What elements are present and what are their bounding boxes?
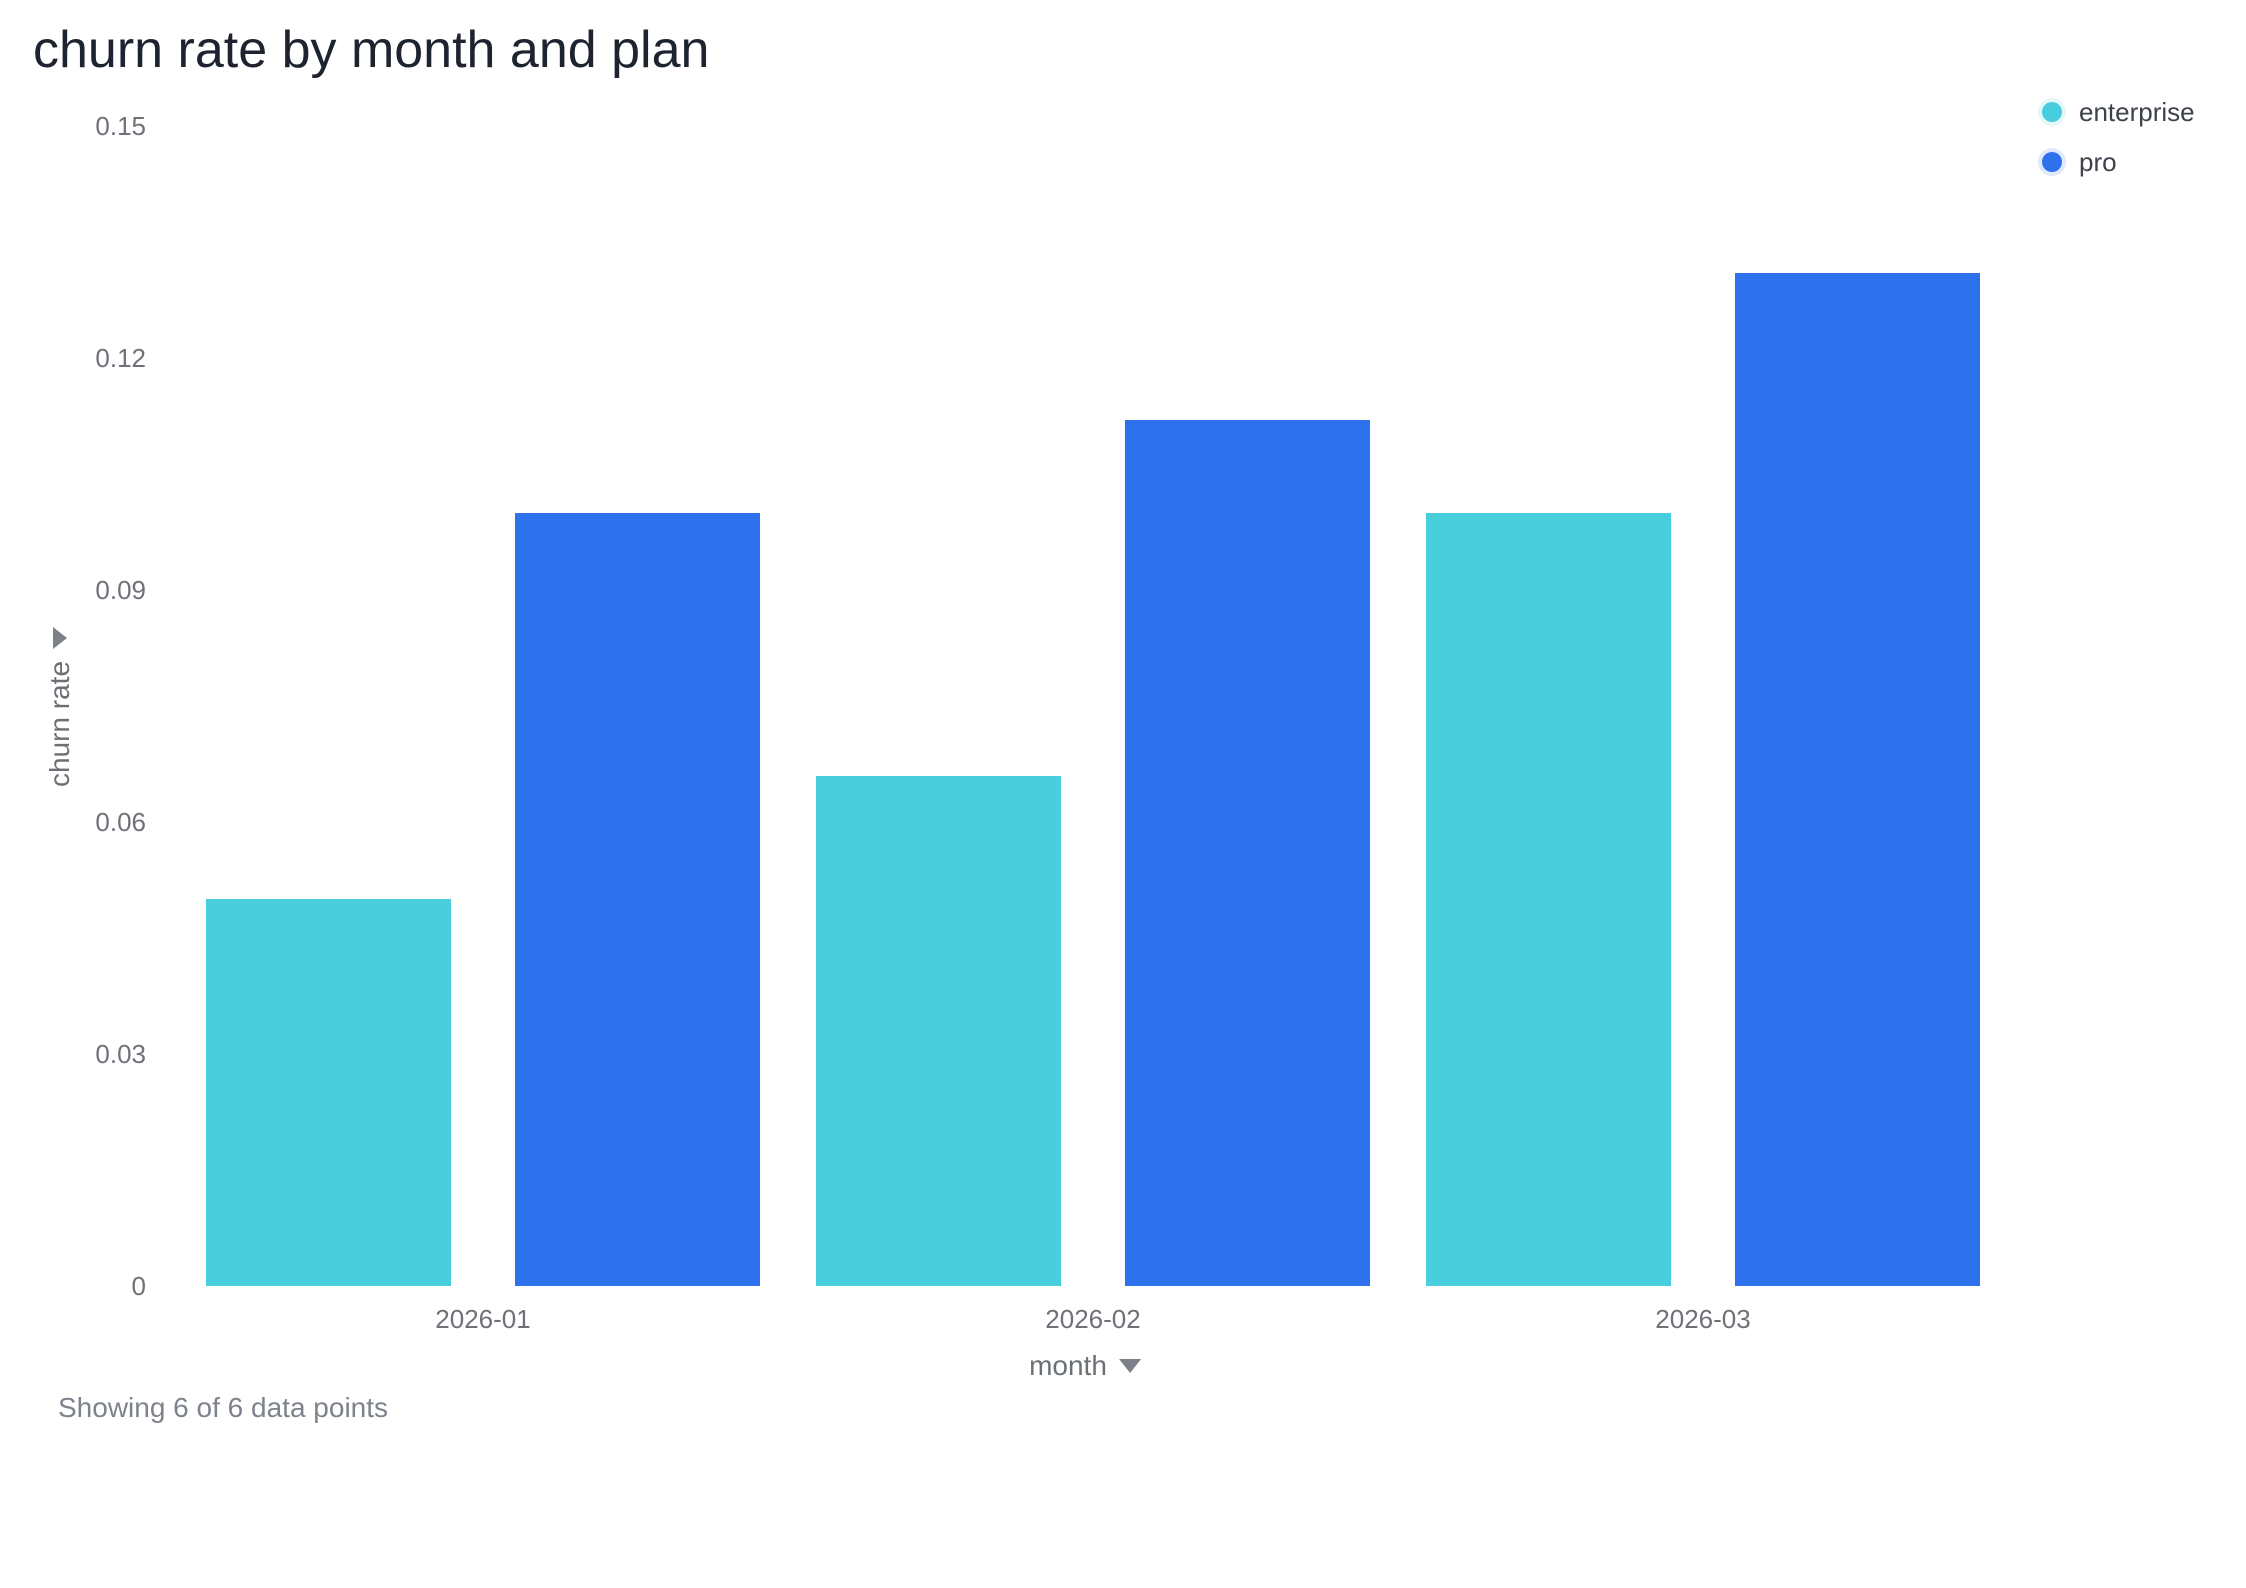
y-axis-dropdown[interactable]: churn rate <box>44 626 76 788</box>
y-axis-tick-label: 0 <box>131 1271 146 1301</box>
y-axis-tick-label: 0.15 <box>95 111 146 142</box>
legend-item-pro[interactable]: pro <box>2042 146 2195 178</box>
bar-enterprise-2026-03[interactable] <box>1426 512 1671 1286</box>
y-axis-tick-label: 0.09 <box>95 575 146 606</box>
x-axis-label: month <box>1029 1350 1107 1381</box>
legend: enterprise pro <box>2042 96 2195 196</box>
chart-title: churn rate by month and plan <box>33 21 710 79</box>
y-axis-tick-label: 0.03 <box>95 1039 146 1069</box>
legend-label: enterprise <box>2079 97 2195 127</box>
bar-pro-2026-02[interactable] <box>1125 419 1370 1286</box>
y-axis-tick-label: 0.06 <box>95 807 146 838</box>
legend-label: pro <box>2079 147 2117 177</box>
y-axis-label: churn rate <box>44 660 75 788</box>
status-text: Showing 6 of 6 data points <box>58 1392 389 1423</box>
bar-pro-2026-03[interactable] <box>1735 272 1980 1286</box>
chevron-down-icon <box>53 626 67 649</box>
x-axis-tick-label: 2026-02 <box>1045 1304 1141 1334</box>
y-axis-tick-label: 0.12 <box>95 343 146 374</box>
x-axis-dropdown[interactable]: month <box>1029 1350 1141 1382</box>
bar-enterprise-2026-01[interactable] <box>206 899 451 1286</box>
legend-item-enterprise[interactable]: enterprise <box>2042 96 2195 128</box>
chevron-down-icon <box>1118 1359 1141 1373</box>
x-axis-tick-label: 2026-01 <box>435 1304 531 1334</box>
legend-dot-icon <box>2042 102 2062 122</box>
bar-enterprise-2026-02[interactable] <box>816 775 1061 1286</box>
x-axis-tick-label: 2026-03 <box>1655 1304 1751 1334</box>
legend-dot-icon <box>2042 152 2062 172</box>
bar-pro-2026-01[interactable] <box>515 512 760 1286</box>
